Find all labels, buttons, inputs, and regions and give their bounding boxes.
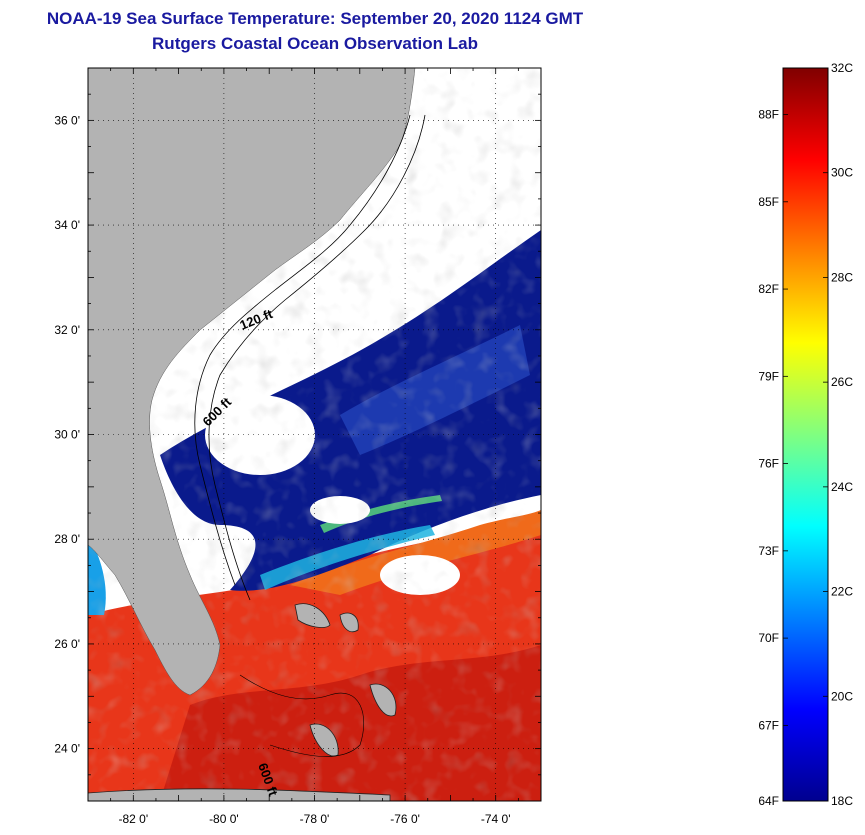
map-title: NOAA-19 Sea Surface Temperature: Septemb… xyxy=(46,9,584,28)
celsius-label: 20C xyxy=(831,689,853,703)
lat-label: 36 0' xyxy=(54,113,80,127)
lat-label: 32 0' xyxy=(54,323,80,337)
fahrenheit-label: 70F xyxy=(758,631,779,645)
lat-label: 28 0' xyxy=(54,532,80,546)
colorbar-labels: 32C 30C 28C 26C 24C 22C 20C 18C 88F 85F 82F 79F 76F 7… xyxy=(758,61,853,808)
lat-label: 34 0' xyxy=(54,218,80,232)
fahrenheit-label: 67F xyxy=(758,718,779,732)
contour-line xyxy=(208,114,426,601)
lon-label: -78 0' xyxy=(300,812,330,826)
fahrenheit-label: 73F xyxy=(758,544,779,558)
fahrenheit-label: 64F xyxy=(758,794,779,808)
lat-label: 30 0' xyxy=(54,428,80,442)
land-bahamas xyxy=(369,683,397,717)
celsius-label: 22C xyxy=(831,585,853,599)
contour-line xyxy=(239,674,364,757)
axis-labels: -82 0' -80 0' -78 0' -76 0' -74 0' 36 0' 34 0'… xyxy=(54,113,510,826)
celsius-label: 26C xyxy=(831,375,853,389)
map-subtitle: Rutgers Coastal Ocean Observation Lab xyxy=(152,34,478,53)
lon-label: -74 0' xyxy=(481,812,511,826)
lon-label: -80 0' xyxy=(209,812,239,826)
fahrenheit-label: 76F xyxy=(758,457,779,471)
fahrenheit-label: 88F xyxy=(758,108,779,122)
celsius-label: 30C xyxy=(831,166,853,180)
celsius-label: 18C xyxy=(831,794,853,808)
celsius-label: 24C xyxy=(831,480,853,494)
fahrenheit-label: 82F xyxy=(758,282,779,296)
celsius-label: 32C xyxy=(831,61,853,75)
sst-map: -82 0' -80 0' -78 0' -76 0' -74 0' 36 0' 34 0'… xyxy=(54,67,542,826)
fahrenheit-label: 79F xyxy=(758,369,779,383)
land-bahamas xyxy=(339,612,359,633)
land-us-southeast xyxy=(88,68,416,696)
lat-label: 26 0' xyxy=(54,637,80,651)
land-bahamas xyxy=(294,603,331,628)
map-area xyxy=(88,68,541,801)
celsius-label: 28C xyxy=(831,270,853,284)
colorbar-gradient xyxy=(782,67,829,802)
lon-label: -76 0' xyxy=(390,812,420,826)
fahrenheit-label: 85F xyxy=(758,195,779,209)
colorbar: 32C 30C 28C 26C 24C 22C 20C 18C 88F 85F 82F 79F 76F 7… xyxy=(758,61,853,808)
land-bahamas xyxy=(309,723,339,757)
lat-label: 24 0' xyxy=(54,742,80,756)
lon-label: -82 0' xyxy=(118,812,148,826)
graticule xyxy=(87,67,542,802)
contour-line xyxy=(194,114,411,586)
